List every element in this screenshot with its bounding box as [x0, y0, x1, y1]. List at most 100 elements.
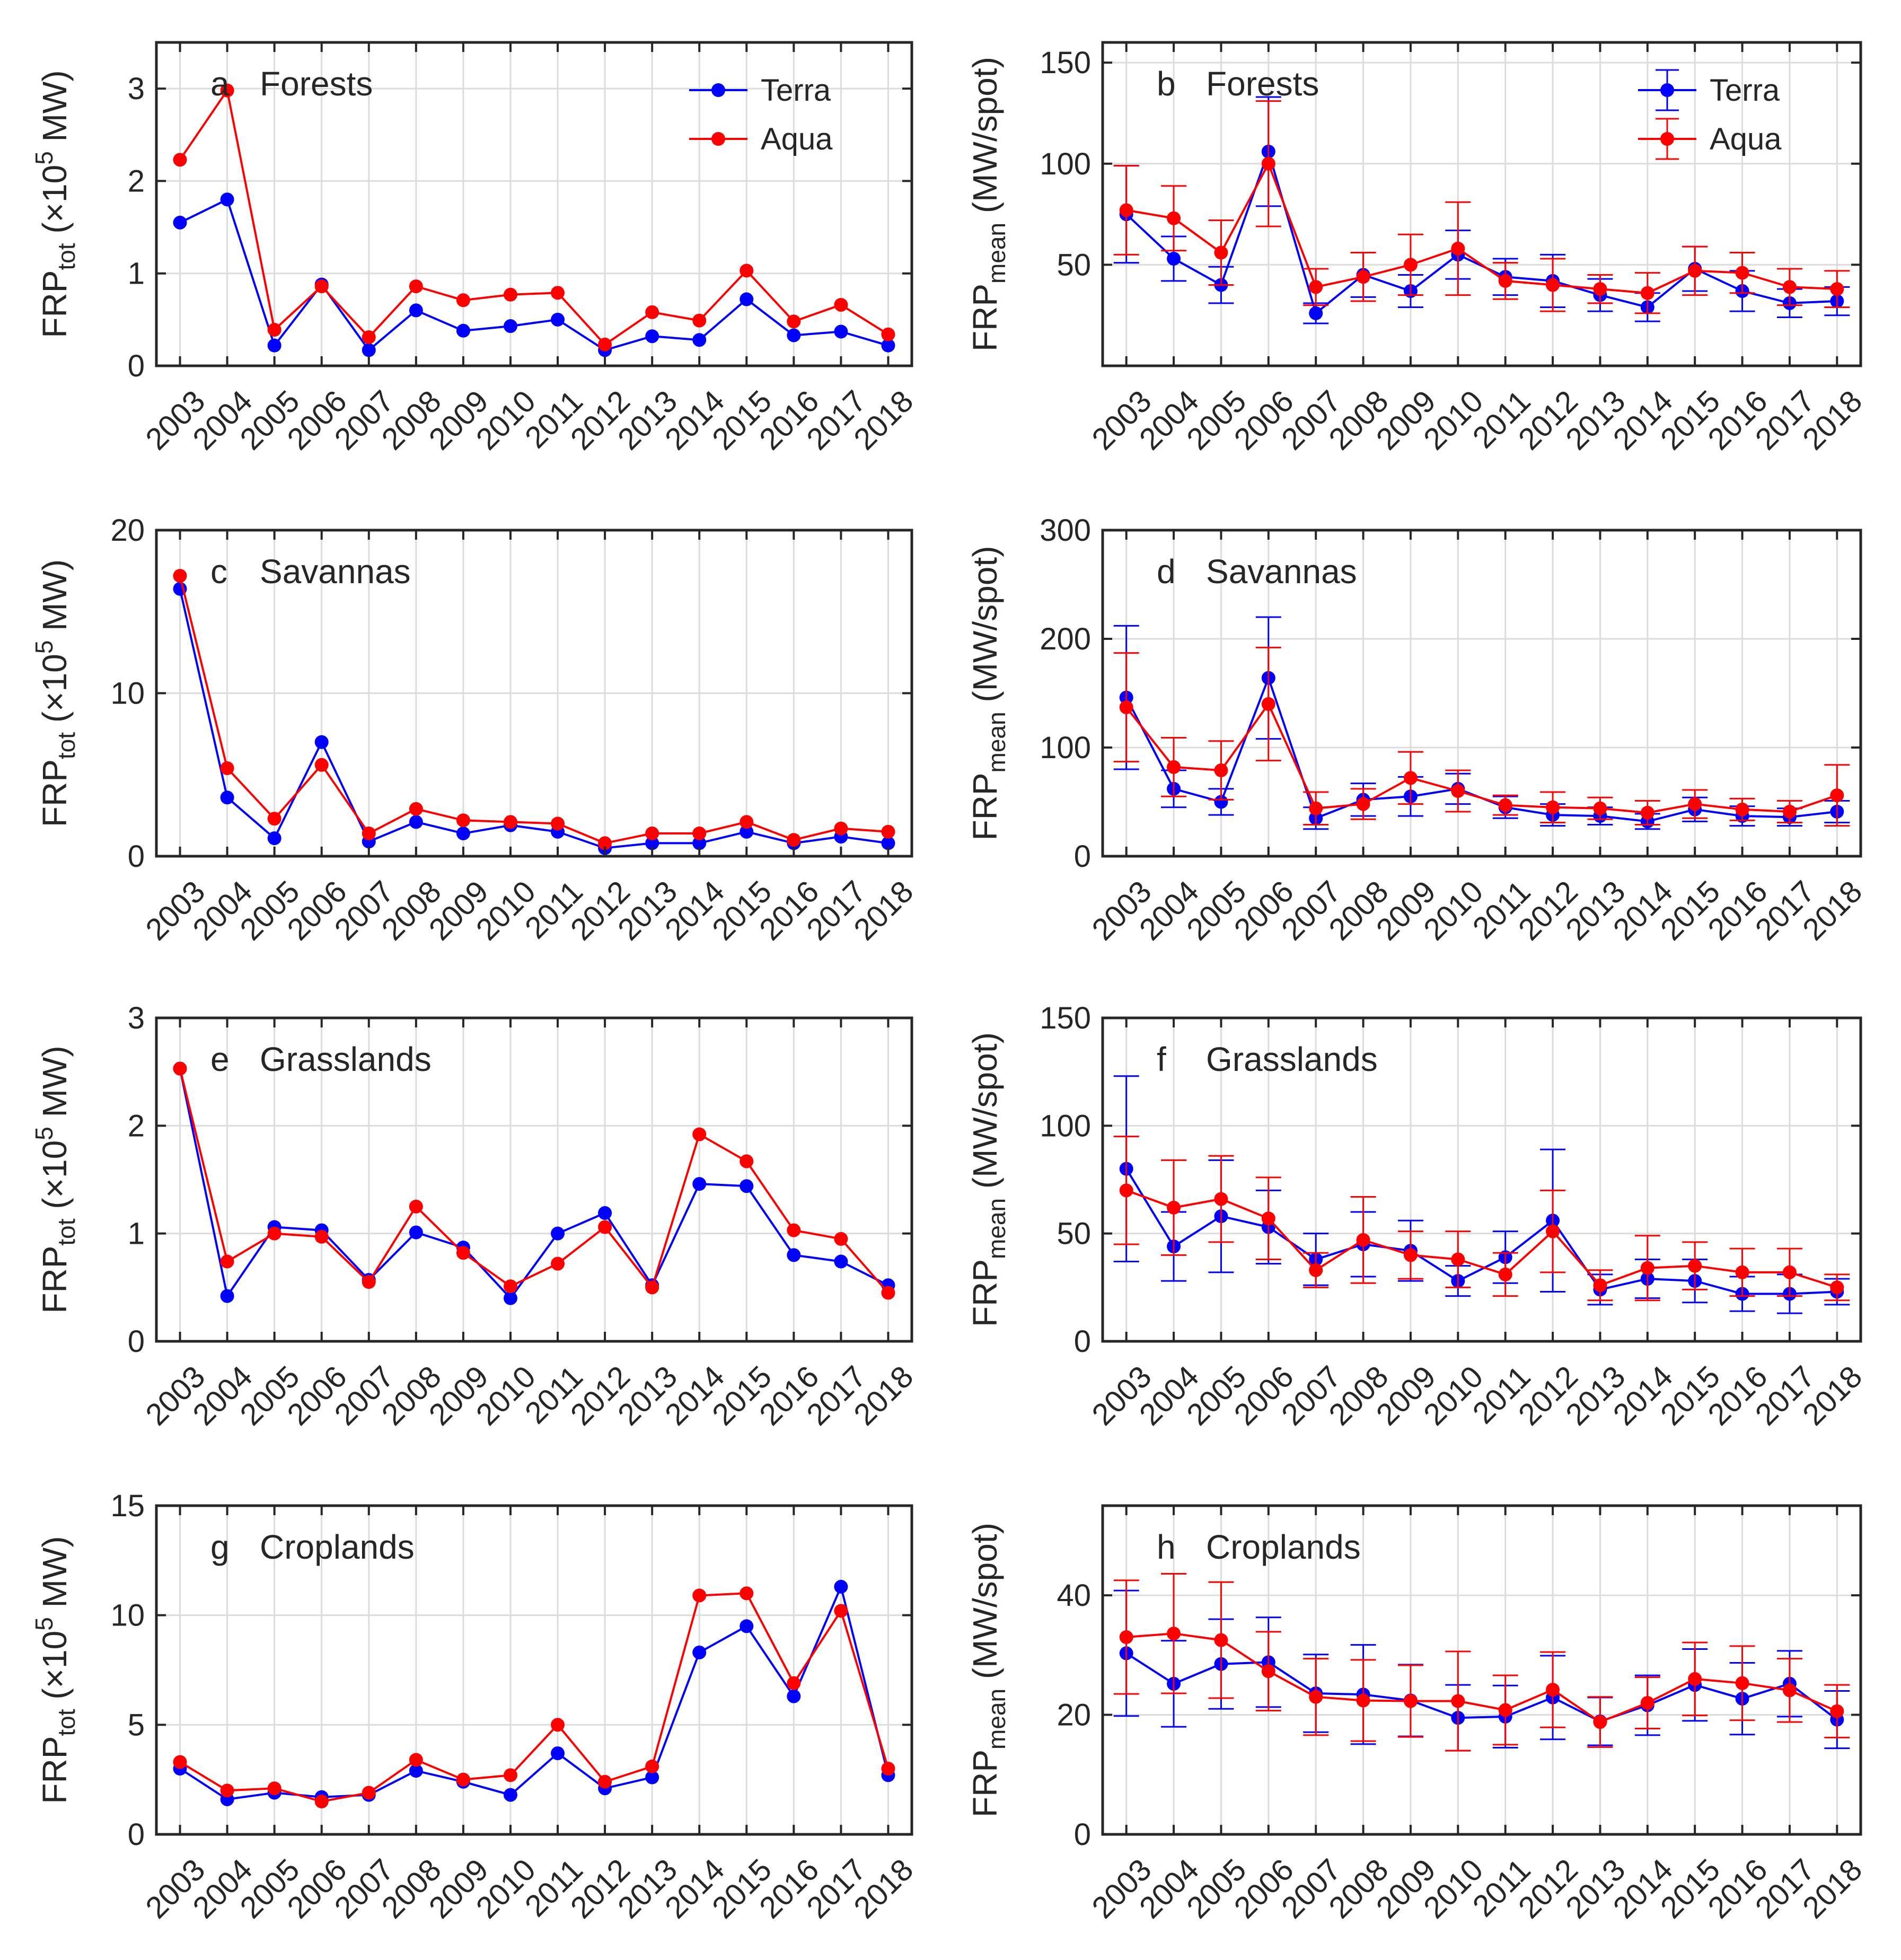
panel-title: Croplands — [260, 1528, 415, 1566]
panel-title: Grasslands — [1206, 1040, 1378, 1078]
data-point — [1309, 801, 1323, 815]
data-point — [1735, 802, 1749, 816]
panel-title: Croplands — [1206, 1528, 1361, 1566]
data-point — [598, 1206, 612, 1220]
data-point — [881, 327, 895, 341]
axes-box — [1101, 41, 1862, 367]
y-axis-label: FRPmean (MW/spot) — [966, 57, 1010, 351]
ylabel-unit: (MW/spot) — [966, 1523, 1004, 1689]
axes-box — [1101, 1504, 1862, 1836]
y-tick-label: 1 — [128, 1217, 145, 1251]
data-point — [1261, 1664, 1275, 1678]
panel-letter: d — [1157, 552, 1176, 591]
data-point — [362, 826, 376, 840]
data-point — [740, 824, 754, 839]
data-point — [740, 1179, 754, 1193]
legend-marker — [711, 83, 725, 97]
panel-title: Forests — [1206, 65, 1319, 103]
data-point — [787, 1689, 801, 1703]
plot-area — [1103, 1018, 1861, 1341]
data-point — [1356, 1693, 1370, 1708]
data-point — [1309, 306, 1323, 320]
data-point — [1640, 1696, 1654, 1710]
data-point — [1640, 286, 1654, 300]
data-point — [267, 1226, 281, 1241]
data-point — [551, 1718, 565, 1732]
data-point — [1119, 1183, 1133, 1198]
data-point — [1403, 1694, 1418, 1708]
data-point — [787, 1676, 801, 1690]
data-point — [267, 338, 281, 353]
ylabel-sub: mean — [983, 1198, 1010, 1259]
y-axis-label: FRPmean (MW/spot) — [966, 1523, 1010, 1817]
data-point — [740, 1586, 754, 1601]
data-point — [1119, 700, 1133, 715]
panel-title: Grasslands — [260, 1040, 432, 1078]
data-point — [1546, 1224, 1560, 1238]
ylabel-sub: mean — [983, 223, 1010, 284]
data-point — [551, 1226, 565, 1241]
plot-area — [1103, 1506, 1861, 1834]
data-point — [1688, 1259, 1702, 1273]
data-point — [740, 263, 754, 278]
data-point — [740, 292, 754, 306]
series-line — [179, 198, 889, 352]
chart-panel-f: 0501001502003200420052006200720082009201… — [966, 1001, 1869, 1432]
data-point — [314, 758, 329, 772]
ylabel-unit-tail: MW) — [36, 1536, 74, 1617]
data-point — [598, 836, 612, 850]
data-point — [1830, 1280, 1844, 1295]
data-point — [1735, 1265, 1749, 1279]
y-tick-label: 15 — [110, 1489, 145, 1523]
data-point — [1640, 806, 1654, 820]
ylabel-sup: 5 — [30, 1127, 58, 1140]
y-tick-label: 20 — [110, 513, 145, 548]
series-aqua — [173, 1586, 895, 1808]
data-point — [598, 1220, 612, 1234]
y-tick-label: 50 — [1057, 248, 1091, 282]
ylabel-sub: tot — [52, 1709, 80, 1736]
series-line — [1126, 1189, 1837, 1289]
data-point — [834, 1254, 848, 1269]
data-point — [1167, 251, 1181, 266]
series-line — [1125, 1652, 1838, 1723]
data-point — [173, 1755, 187, 1769]
data-point — [1214, 763, 1228, 778]
data-point — [1498, 1267, 1512, 1281]
data-point — [220, 1783, 234, 1798]
data-point — [173, 153, 187, 167]
data-point — [1735, 1676, 1749, 1690]
ylabel-main: FRP — [36, 270, 74, 338]
series-line — [179, 1068, 889, 1300]
data-point — [787, 328, 801, 342]
legend-label: Terra — [1710, 73, 1780, 108]
chart-panel-h: 0204020032004200520062007200820092010201… — [966, 1504, 1869, 1925]
data-point — [456, 813, 470, 828]
y-tick-label: 300 — [1040, 513, 1091, 548]
data-point — [220, 790, 234, 805]
ylabel-sub: tot — [52, 1218, 80, 1245]
data-point — [1782, 1265, 1797, 1279]
data-point — [1214, 1192, 1228, 1206]
chart-panel-a: 0123200320042005200620072008200920102011… — [30, 41, 920, 456]
data-point — [551, 1746, 565, 1761]
panel-title: Savannas — [260, 552, 411, 591]
data-point — [314, 1229, 329, 1244]
data-point — [220, 1254, 234, 1269]
panel-letter: e — [210, 1040, 230, 1078]
data-point — [362, 1275, 376, 1289]
data-point — [409, 279, 423, 294]
data-point — [1451, 241, 1465, 256]
data-point — [740, 815, 754, 829]
data-point — [1782, 280, 1797, 294]
data-point — [1451, 1694, 1465, 1708]
ylabel-unit-tail: MW) — [36, 559, 74, 640]
series-aqua — [173, 1061, 895, 1300]
data-point — [881, 1286, 895, 1300]
data-point — [834, 1232, 848, 1246]
data-point — [314, 735, 329, 749]
data-point — [362, 343, 376, 357]
panel-title: Forests — [260, 65, 373, 103]
data-point — [834, 297, 848, 312]
